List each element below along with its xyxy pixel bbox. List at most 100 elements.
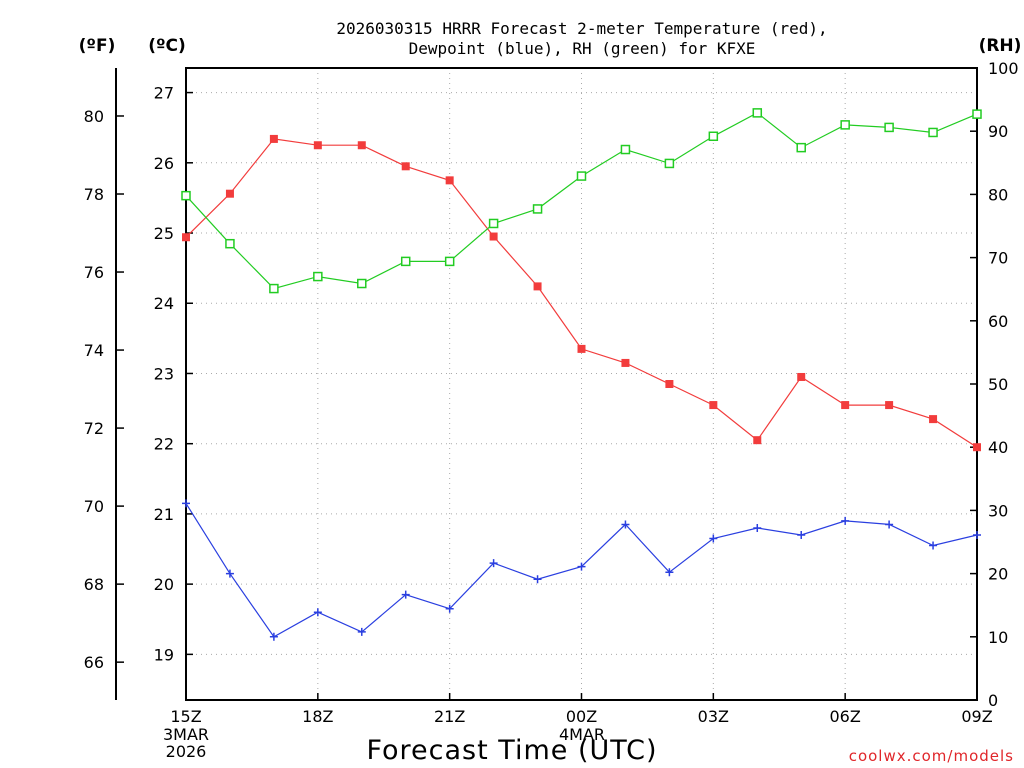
celsius-tick-label: 23 [154, 364, 174, 383]
relative-humidity-point [884, 122, 894, 133]
2-meter-temperature-point [577, 344, 586, 353]
2-meter-temperature-point [797, 372, 806, 381]
2-meter-temperature-point [357, 141, 366, 150]
relative-humidity-point [357, 278, 367, 289]
dewpoint-point [357, 627, 366, 636]
dewpoint-point [489, 559, 498, 568]
celsius-unit-label: (ºC) [148, 36, 186, 56]
chart-title-line2: Dewpoint (blue), RH (green) for KFXE [409, 39, 756, 58]
2-meter-temperature-point [225, 189, 234, 198]
rh-tick-label: 90 [988, 122, 1008, 141]
fahrenheit-tick-label: 76 [84, 263, 104, 282]
x-tick-label: 18Z [302, 707, 333, 726]
fahrenheit-tick-label: 68 [84, 575, 104, 594]
celsius-tick-label: 22 [154, 435, 174, 454]
celsius-tick-label: 25 [154, 224, 174, 243]
2-meter-temperature-point [709, 401, 718, 410]
x-tick-label: 00Z [566, 707, 597, 726]
fahrenheit-tick-label: 72 [84, 419, 104, 438]
2-meter-temperature-point [841, 401, 850, 410]
celsius-tick-label: 21 [154, 505, 174, 524]
x-day-label: 4MAR [559, 725, 605, 744]
fahrenheit-tick-label: 66 [84, 653, 104, 672]
rh-tick-label: 40 [988, 438, 1008, 457]
2-meter-temperature-point [313, 141, 322, 150]
relative-humidity-point [225, 238, 235, 249]
grid-lines [185, 68, 978, 700]
x-start-date-year: 2026 [166, 742, 207, 761]
relative-humidity-point [269, 283, 279, 294]
relative-humidity-point [400, 256, 411, 267]
x-tick-label: 06Z [830, 707, 861, 726]
dewpoint-point [445, 604, 454, 613]
2-meter-temperature-point [665, 380, 674, 388]
dewpoint-point [753, 523, 762, 532]
celsius-tick-label: 19 [154, 645, 174, 664]
dewpoint-point [709, 534, 718, 543]
fahrenheit-unit-label: (ºF) [79, 36, 116, 56]
relative-humidity-point [752, 108, 763, 118]
dewpoint-point [841, 516, 850, 525]
x-tick-label: 09Z [961, 707, 992, 726]
2-meter-temperature-point [401, 162, 410, 171]
rh-tick-label: 10 [988, 628, 1008, 647]
2-meter-temperature-point [885, 401, 894, 410]
relative-humidity-point [708, 131, 719, 142]
celsius-tick-label: 27 [154, 84, 174, 103]
relative-humidity-point [181, 190, 191, 201]
rh-tick-label: 20 [988, 565, 1008, 584]
fahrenheit-tick-label: 80 [84, 107, 104, 126]
rh-tick-label: 50 [988, 375, 1008, 394]
rh-tick-label: 80 [988, 185, 1008, 204]
relative-humidity-point [576, 171, 587, 181]
x-tick-label: 03Z [698, 707, 729, 726]
dewpoint-point [885, 520, 894, 529]
rh-unit-label: (RH) [979, 36, 1022, 56]
celsius-tick-label: 20 [154, 575, 174, 594]
rh-tick-label: 30 [988, 501, 1008, 520]
x-axis-title: Forecast Time (UTC) [366, 735, 657, 766]
data-series [181, 108, 982, 641]
celsius-tick-label: 26 [154, 154, 174, 173]
rh-tick-label: 100 [988, 59, 1019, 78]
dewpoint-point [577, 562, 586, 571]
x-tick-label: 21Z [434, 707, 465, 726]
dewpoint-point [973, 530, 981, 539]
2-meter-temperature-point [269, 134, 278, 143]
credit-link[interactable]: coolwx.com/models [849, 747, 1014, 765]
fahrenheit-tick-label: 78 [84, 185, 104, 204]
relative-humidity-point [313, 271, 323, 282]
2-meter-temperature-point [973, 443, 981, 452]
relative-humidity-point [444, 256, 455, 267]
dewpoint-point [929, 541, 938, 550]
2-meter-temperature-point [753, 436, 762, 445]
relative-humidity-point [664, 158, 675, 169]
chart-title-line1: 2026030315 HRRR Forecast 2-meter Tempera… [336, 19, 827, 38]
dewpoint-point [797, 530, 806, 539]
relative-humidity-point [620, 144, 631, 155]
2-meter-temperature-point [621, 358, 630, 367]
fahrenheit-tick-label: 74 [84, 341, 104, 360]
relative-humidity-point [532, 204, 543, 214]
relative-humidity-line [185, 112, 978, 290]
x-tick-label: 15Z [170, 707, 201, 726]
2-meter-temperature-point [489, 232, 498, 241]
relative-humidity-point [796, 142, 806, 153]
relative-humidity-point [972, 109, 982, 119]
rh-tick-label: 60 [988, 312, 1008, 331]
2-meter-temperature-point [445, 176, 454, 185]
dewpoint-point [182, 499, 190, 508]
relative-humidity-point [928, 127, 938, 138]
dewpoint-point [401, 590, 410, 599]
celsius-tick-label: 24 [154, 294, 174, 313]
fahrenheit-tick-label: 70 [84, 497, 104, 516]
2-meter-temperature-point [533, 282, 542, 291]
axis-ticks: 19 20 21 22 23 24 25 26 27 15Z 18Z 21Z 00Z 03Z 06Z 09Z 6… [84, 59, 1019, 726]
dewpoint-point [533, 575, 542, 584]
dewpoint-point [225, 569, 234, 578]
2-meter-temperature-point [929, 415, 938, 424]
2-meter-temperature-point [182, 233, 190, 242]
rh-tick-label: 70 [988, 249, 1008, 268]
relative-humidity-point [840, 120, 850, 130]
